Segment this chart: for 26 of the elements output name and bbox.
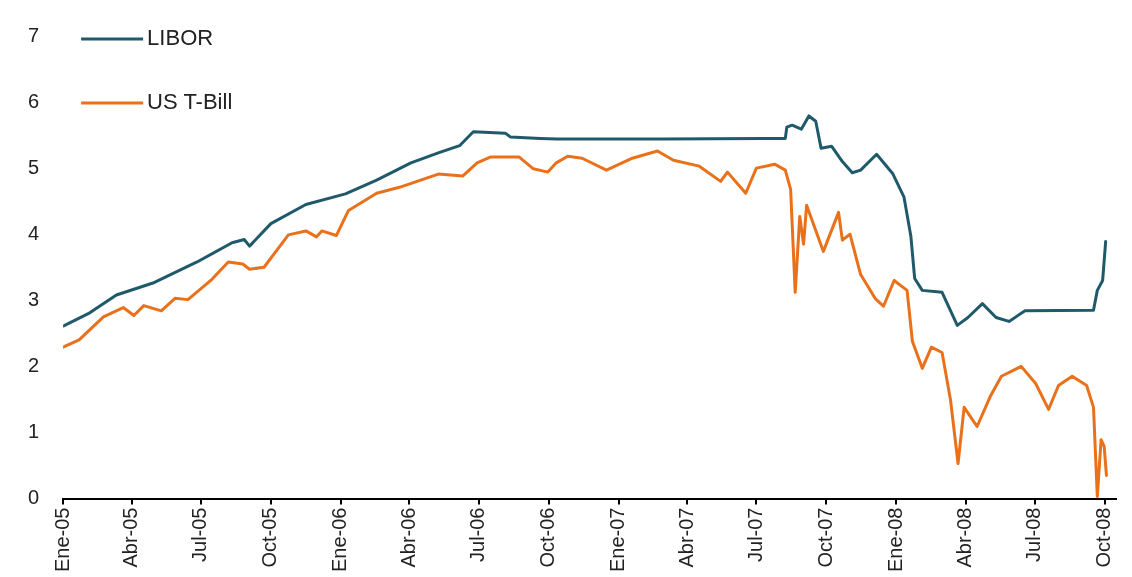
x-tick-label: Jul-05 [188,507,211,562]
y-tick-label: 3 [28,287,40,310]
x-tick-label: Jul-06 [466,507,489,562]
y-tick-label: 0 [28,486,40,509]
x-tick-label: Oct-05 [258,507,281,568]
x-tick-label: Ene-08 [883,507,906,573]
x-tick-label: Abr-06 [396,507,419,568]
x-tick-label: Ene-05 [50,507,73,573]
y-tick-label: 4 [28,221,40,244]
x-tick-label: Abr-07 [674,507,697,568]
y-tick-label: 5 [28,155,40,178]
x-tick-label: Oct-07 [813,507,836,568]
x-tick-label: Jul-08 [1022,507,1045,562]
x-tick-label: Oct-08 [1092,507,1115,568]
x-tick-label: Abr-05 [119,507,142,568]
y-tick-label: 7 [28,23,40,46]
y-tick-label: 2 [28,353,40,376]
legend-label: LIBOR [147,25,214,51]
x-tick-label: Ene-07 [606,507,629,573]
x-tick-label: Oct-06 [536,507,559,568]
y-tick-label: 6 [28,89,40,112]
legend-label: US T-Bill [147,89,233,115]
x-tick-label: Jul-07 [743,507,766,562]
y-tick-label: 1 [28,419,40,442]
x-tick-label: Ene-06 [328,507,351,573]
x-tick-label: Abr-08 [953,507,976,568]
